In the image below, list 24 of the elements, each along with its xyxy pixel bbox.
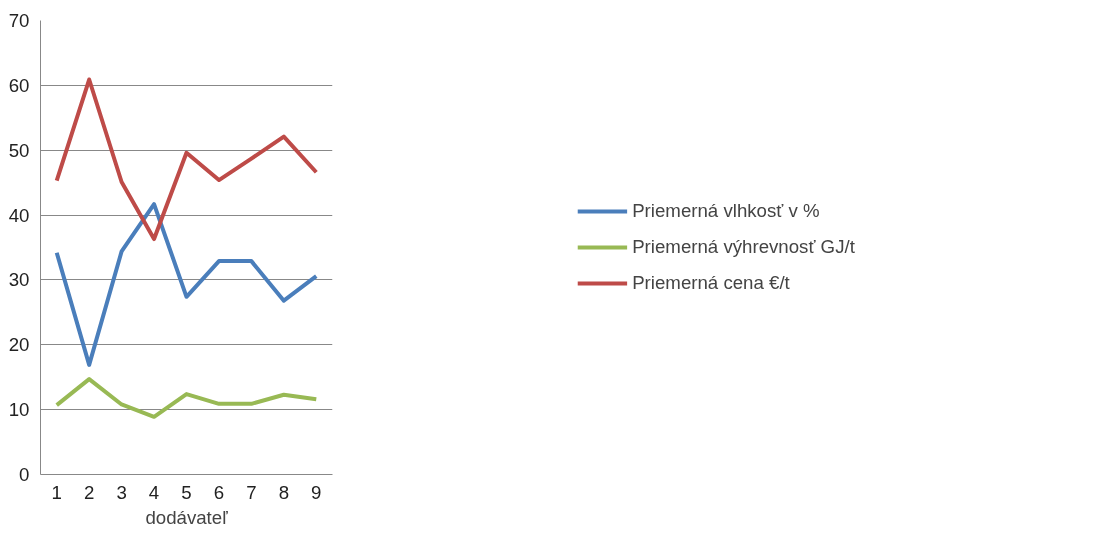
y-tick-label: 30: [8, 269, 30, 291]
x-tick-label: 6: [213, 481, 225, 503]
y-tick-label: 70: [8, 10, 30, 31]
line-series: [54, 377, 319, 419]
x-tick-label: 5: [181, 481, 192, 503]
y-tick-label: 10: [8, 399, 30, 421]
x-tick-label: 1: [51, 481, 62, 503]
legend-label: Priemerná cena €/t: [632, 272, 790, 294]
x-tick-label: 2: [83, 481, 95, 503]
legend-label: Priemerná vlhkosť v %: [632, 200, 820, 222]
y-tick-label: 60: [8, 74, 30, 96]
y-tick-label: 40: [8, 204, 30, 226]
x-tick-label: 8: [278, 481, 290, 503]
line-series: [54, 202, 319, 367]
x-tick-label: 3: [116, 481, 127, 503]
x-tick-label: 4: [148, 481, 160, 503]
y-tick-label: 50: [8, 139, 30, 161]
x-axis-title: dodávateľ: [145, 506, 229, 528]
x-tick-label: 7: [246, 481, 257, 503]
x-tick-label: 9: [311, 481, 322, 503]
y-tick-label: 0: [19, 464, 30, 485]
line-series: [54, 77, 319, 242]
legend-label: Priemerná výhrevnosť GJ/t: [632, 236, 855, 258]
y-tick-label: 20: [8, 334, 30, 356]
